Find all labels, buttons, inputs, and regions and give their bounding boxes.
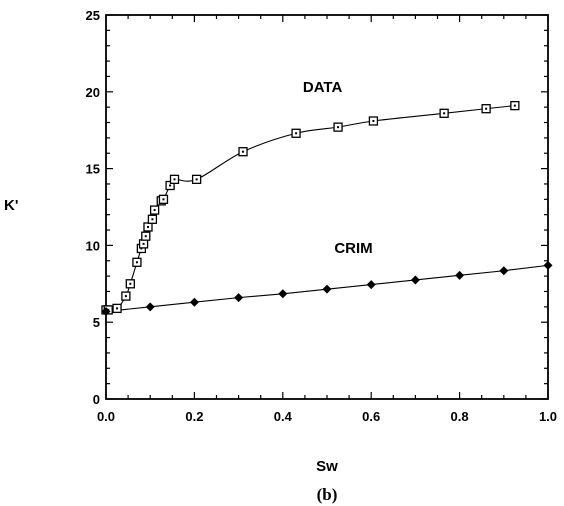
y-tick-label: 15 <box>86 162 100 177</box>
data-point-dot <box>337 126 340 129</box>
data-point-dot <box>144 235 147 238</box>
data-series-line <box>105 105 515 311</box>
crim-point <box>366 280 376 290</box>
crim-point <box>278 289 288 299</box>
data-point-dot <box>116 307 119 310</box>
data-point-dot <box>173 178 176 181</box>
crim-point <box>101 306 111 316</box>
x-tick-label: 0.8 <box>451 409 469 424</box>
labels: K' Sw (b) <box>4 197 338 504</box>
axes <box>105 14 549 400</box>
data-point-dot <box>124 295 127 298</box>
data-point <box>238 147 248 157</box>
data-point <box>291 128 301 138</box>
series-lines <box>105 105 549 312</box>
data-point <box>141 231 151 241</box>
crim-point <box>455 270 465 280</box>
y-tick-label: 5 <box>93 315 100 330</box>
data-point-dot <box>151 218 154 221</box>
crim-point <box>322 284 332 294</box>
data-point <box>143 222 153 232</box>
data-point-dot <box>135 261 138 264</box>
y-tick-label: 0 <box>93 392 100 407</box>
data-point <box>191 174 202 185</box>
data-point <box>121 291 131 301</box>
data-point-dot <box>169 184 172 187</box>
data-point-dot <box>146 225 149 228</box>
y-tick-label: 20 <box>86 85 100 100</box>
data-point-dot <box>195 178 198 181</box>
y-tick-label: 10 <box>86 238 100 253</box>
data-point-dot <box>142 242 145 245</box>
y-tick-label: 25 <box>86 8 100 23</box>
plot-frame <box>105 14 549 400</box>
data-point-dot <box>443 112 446 115</box>
data-point <box>112 303 122 314</box>
series-marks <box>101 100 553 316</box>
crim-point <box>410 275 420 285</box>
data-point-dot <box>513 104 516 107</box>
data-point <box>169 174 180 185</box>
series-annotations: DATA CRIM <box>303 79 373 257</box>
x-axis-label: Sw <box>316 458 338 475</box>
data-point <box>481 104 491 114</box>
data-point-dot <box>242 150 245 153</box>
x-tick-label: 0.2 <box>185 409 203 424</box>
data-point <box>132 257 142 267</box>
data-point-dot <box>129 282 132 285</box>
data-point <box>333 122 343 132</box>
data-point-dot <box>162 198 165 201</box>
data-point-dot <box>295 132 298 135</box>
crim-series-label: CRIM <box>334 240 372 257</box>
crim-point <box>499 266 509 276</box>
data-point <box>158 194 169 204</box>
data-point <box>510 100 520 111</box>
data-point <box>439 108 449 118</box>
y-axis-label: K' <box>4 197 18 214</box>
data-point <box>147 214 158 224</box>
crim-point <box>234 293 244 303</box>
x-tick-label: 1.0 <box>539 409 557 424</box>
x-tick-label: 0.4 <box>274 409 293 424</box>
data-point <box>368 116 379 126</box>
data-series-label: DATA <box>303 79 343 96</box>
x-tick-label: 0.6 <box>362 409 380 424</box>
ticks: 0.0 0.2 0.4 0.6 0.8 1.0 0 5 10 15 20 25 <box>86 8 558 424</box>
crim-point <box>543 260 553 270</box>
data-point <box>149 205 160 215</box>
crim-point <box>145 302 155 312</box>
data-point-dot <box>153 209 156 212</box>
data-point-dot <box>485 107 488 110</box>
data-point <box>125 279 135 289</box>
data-point <box>138 239 149 249</box>
figure-caption: (b) <box>317 485 338 504</box>
x-tick-label: 0.0 <box>97 409 115 424</box>
crim-point <box>189 297 199 307</box>
data-point-dot <box>372 119 375 122</box>
